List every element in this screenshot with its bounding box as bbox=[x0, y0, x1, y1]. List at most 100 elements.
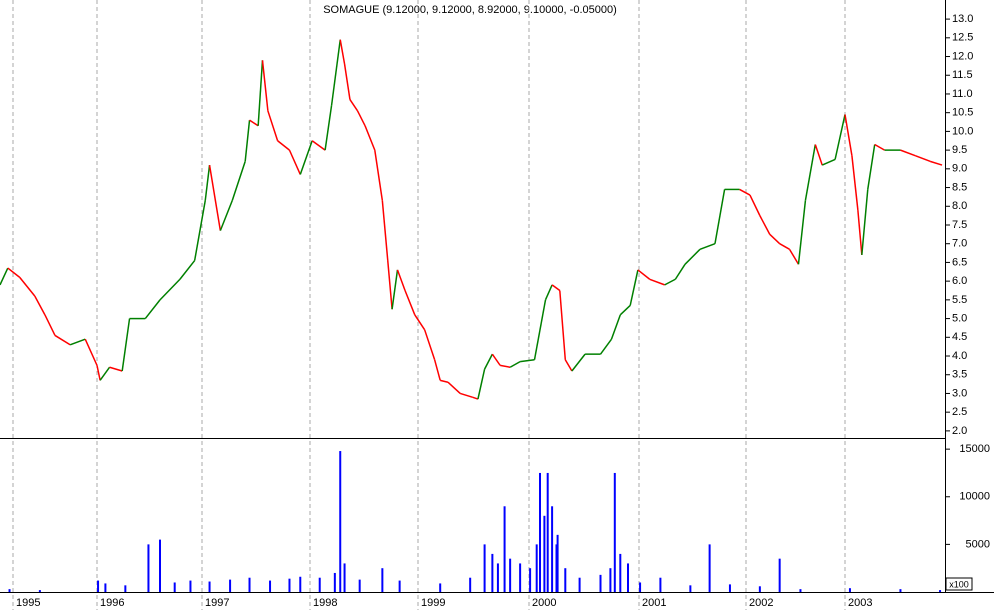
volume-bar bbox=[288, 578, 291, 592]
price-segment bbox=[387, 260, 393, 310]
price-segment bbox=[343, 63, 351, 100]
price-segment bbox=[231, 161, 246, 201]
volume-bar bbox=[609, 568, 612, 592]
volume-bar bbox=[269, 580, 272, 592]
price-segment bbox=[433, 359, 441, 381]
price-segment bbox=[779, 243, 790, 250]
volume-bar bbox=[469, 577, 472, 592]
price-segment bbox=[834, 114, 846, 160]
volume-bar bbox=[758, 586, 761, 592]
volume-bar bbox=[535, 544, 538, 592]
volume-bar bbox=[248, 577, 251, 592]
price-segment bbox=[339, 39, 346, 65]
volume-bar bbox=[848, 588, 851, 592]
price-segment bbox=[619, 304, 631, 316]
price-segment bbox=[844, 114, 853, 156]
volume-bar bbox=[147, 544, 150, 592]
price-segment bbox=[472, 396, 479, 400]
price-segment bbox=[637, 269, 651, 280]
price-segment bbox=[330, 39, 341, 106]
volume-bar bbox=[708, 544, 711, 592]
price-segment bbox=[714, 189, 726, 244]
price-segment bbox=[599, 338, 613, 355]
volume-unit: x100 bbox=[949, 579, 969, 589]
chart-title: SOMAGUE (9.12000, 9.12000, 8.92000, 9.10… bbox=[323, 4, 617, 16]
price-segment bbox=[664, 278, 676, 286]
y-tick-label: 11.5 bbox=[952, 69, 973, 81]
price-segment bbox=[867, 144, 876, 190]
y-tick-label: 5.0 bbox=[952, 312, 967, 324]
volume-bar bbox=[8, 589, 11, 592]
price-segment bbox=[99, 366, 111, 381]
price-segment bbox=[559, 290, 567, 360]
price-segment bbox=[861, 189, 869, 256]
y-tick-label: 2.5 bbox=[952, 406, 967, 418]
price-segment bbox=[179, 260, 196, 280]
price-segment bbox=[44, 314, 56, 336]
volume-bar bbox=[339, 451, 342, 592]
unit-box bbox=[945, 577, 973, 591]
y-tick-label: 10.0 bbox=[952, 125, 973, 137]
x-tick-label: 1996 bbox=[100, 597, 124, 609]
y-tick-label: 13.0 bbox=[952, 13, 973, 25]
y-tick-label: 5.5 bbox=[952, 294, 967, 306]
volume-bar bbox=[564, 568, 567, 592]
y-tick-label: 2.0 bbox=[952, 425, 967, 437]
price-segment bbox=[533, 299, 547, 360]
volume-bar bbox=[619, 553, 622, 592]
volume-bar bbox=[124, 585, 127, 592]
price-segment bbox=[19, 276, 36, 297]
y-tick-label: 12.5 bbox=[952, 32, 973, 44]
volume-bar bbox=[358, 579, 361, 592]
volume-bar bbox=[496, 563, 499, 592]
volume-bar bbox=[689, 585, 692, 592]
y-tick-label: 15000 bbox=[959, 443, 990, 455]
volume-bar bbox=[659, 577, 662, 592]
price-segment bbox=[874, 143, 885, 151]
x-tick-label: 2002 bbox=[749, 597, 773, 609]
price-segment bbox=[900, 149, 916, 157]
price-segment bbox=[814, 144, 823, 166]
volume-bar bbox=[343, 563, 346, 592]
price-segment bbox=[69, 338, 86, 346]
volume-bar bbox=[599, 574, 602, 592]
price-segment bbox=[804, 144, 817, 201]
price-segment bbox=[610, 314, 622, 340]
price-segment bbox=[674, 263, 686, 280]
price-segment bbox=[261, 60, 269, 111]
price-segment bbox=[204, 165, 211, 201]
volume-bar bbox=[555, 544, 558, 592]
volume-bar bbox=[578, 577, 581, 592]
volume-bar bbox=[778, 558, 781, 592]
price-segment bbox=[483, 353, 494, 370]
price-segment bbox=[649, 278, 665, 286]
price-segment bbox=[159, 278, 181, 301]
y-tick-label: 8.0 bbox=[952, 200, 967, 212]
price-segment bbox=[857, 209, 863, 256]
volume-bar bbox=[503, 506, 506, 592]
price-segment bbox=[491, 353, 501, 366]
y-tick-label: 9.0 bbox=[952, 163, 967, 175]
volume-bar bbox=[439, 583, 442, 592]
price-segment bbox=[311, 140, 326, 151]
volume-bar bbox=[543, 515, 546, 592]
price-segment bbox=[193, 200, 206, 261]
price-segment bbox=[629, 269, 639, 306]
y-tick-label: 4.0 bbox=[952, 350, 967, 362]
volume-bar bbox=[483, 544, 486, 592]
volume-bar bbox=[173, 582, 176, 592]
volume-bar bbox=[899, 589, 902, 592]
price-segment bbox=[219, 200, 233, 231]
price-segment bbox=[364, 125, 376, 151]
price-segment bbox=[34, 295, 46, 316]
x-tick-label: 2001 bbox=[642, 597, 666, 609]
price-segment bbox=[929, 160, 943, 166]
price-segment bbox=[564, 359, 573, 372]
y-tick-label: 4.5 bbox=[952, 331, 967, 343]
price-segment bbox=[109, 366, 123, 372]
price-segment bbox=[349, 99, 359, 112]
volume-bar bbox=[38, 590, 41, 592]
price-segment bbox=[440, 379, 449, 383]
volume-bar bbox=[189, 580, 192, 592]
volume-bar bbox=[104, 583, 107, 592]
